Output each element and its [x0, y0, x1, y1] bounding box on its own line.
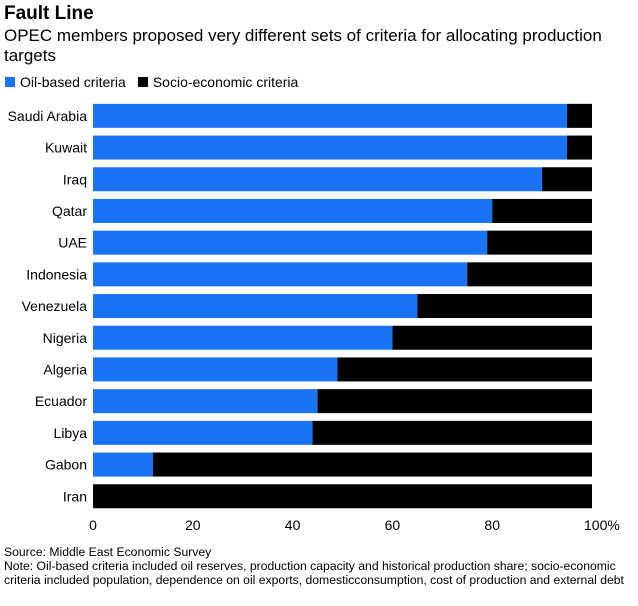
- bar-oil: [93, 357, 338, 382]
- bar-oil: [93, 135, 568, 160]
- bar-socio: [417, 294, 592, 319]
- bar-socio: [312, 420, 592, 445]
- bar-oil: [93, 103, 568, 128]
- bar-oil: [93, 167, 543, 192]
- bar-socio: [317, 389, 592, 414]
- category-label: Ecuador: [35, 393, 87, 409]
- category-label: Nigeria: [43, 330, 88, 346]
- bar-socio: [567, 103, 592, 128]
- bar-socio: [152, 452, 592, 477]
- note-text: Note: Oil-based criteria included oil re…: [4, 559, 624, 587]
- x-tick-label: 60: [385, 517, 401, 533]
- category-label: Libya: [54, 425, 88, 441]
- bar-socio: [337, 357, 592, 382]
- category-label: UAE: [58, 235, 87, 251]
- category-label: Iraq: [63, 171, 87, 187]
- legend-item-socio: Socio-economic criteria: [137, 74, 299, 90]
- bar-oil: [93, 325, 393, 350]
- bar-socio: [93, 484, 592, 509]
- bar-socio: [542, 167, 592, 192]
- legend-swatch-socio: [137, 77, 148, 87]
- x-tick-label: 0: [89, 517, 97, 533]
- x-tick-label: 40: [285, 517, 301, 533]
- legend-item-oil: Oil-based criteria: [5, 74, 126, 90]
- category-label: Algeria: [43, 361, 87, 377]
- legend: Oil-based criteria Socio-economic criter…: [5, 74, 310, 90]
- x-tick-label: 20: [185, 517, 201, 533]
- category-label: Gabon: [45, 457, 87, 473]
- stacked-bar-chart: Saudi Arabia Kuwait Iraq Qatar UAE Indonesia V…: [8, 103, 620, 533]
- bar-socio: [567, 135, 592, 160]
- legend-swatch-oil: [5, 77, 15, 87]
- footer: Source: Middle East Economic Survey Note…: [4, 545, 634, 587]
- bar-oil: [93, 389, 318, 414]
- x-tick-label: 100%: [584, 517, 620, 533]
- category-label: Iran: [63, 488, 87, 504]
- category-label: Saudi Arabia: [8, 108, 88, 124]
- bar-socio: [487, 230, 592, 255]
- bar-oil: [93, 230, 488, 255]
- bar-oil: [93, 262, 468, 287]
- bar-socio: [392, 325, 592, 350]
- bar-socio: [467, 262, 592, 287]
- source-text: Source: Middle East Economic Survey: [4, 545, 212, 559]
- x-tick-label: 80: [484, 517, 500, 533]
- legend-label-oil: Oil-based criteria: [20, 74, 126, 90]
- legend-label-socio: Socio-economic criteria: [152, 74, 299, 90]
- category-label: Venezuela: [22, 298, 88, 314]
- bar-oil: [93, 420, 313, 445]
- category-label: Kuwait: [45, 140, 87, 156]
- category-label: Indonesia: [26, 266, 87, 282]
- chart-title: Fault Line: [4, 3, 94, 24]
- bar-oil: [93, 294, 418, 319]
- category-label: Qatar: [52, 203, 87, 219]
- bar-socio: [492, 198, 592, 223]
- bar-oil: [93, 198, 493, 223]
- chart-subtitle: OPEC members proposed very different set…: [4, 26, 602, 65]
- bar-oil: [93, 452, 153, 477]
